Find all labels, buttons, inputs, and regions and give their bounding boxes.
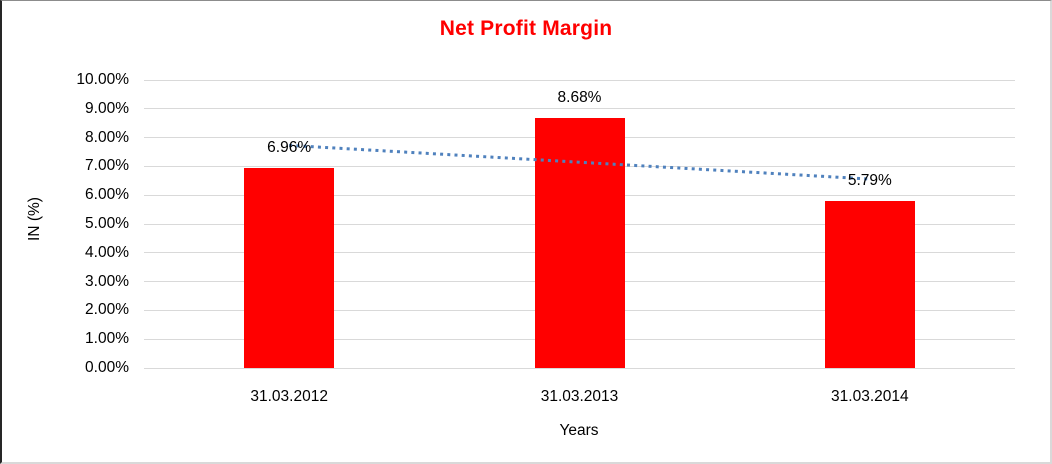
bar xyxy=(824,201,915,368)
x-tick-label: 31.03.2013 xyxy=(540,388,619,405)
y-tick-label: 0.00% xyxy=(85,359,129,376)
y-tick-label: 7.00% xyxy=(85,157,129,175)
gridline xyxy=(144,367,1015,369)
x-tick-label: 31.03.2014 xyxy=(831,388,909,405)
chart-title: Net Profit Margin xyxy=(439,17,613,40)
bar xyxy=(534,118,625,368)
y-tick-label: 1.00% xyxy=(85,330,129,348)
y-tick-label: 6.00% xyxy=(85,186,129,204)
gridline xyxy=(144,108,1015,110)
y-tick-label: 9.00% xyxy=(85,99,129,117)
bar-data-label: 6.96% xyxy=(267,138,312,156)
x-tick-label: 31.03.2012 xyxy=(250,388,328,405)
y-tick-label: 3.00% xyxy=(85,272,129,290)
bar xyxy=(244,167,335,368)
y-tick-label: 5.00% xyxy=(85,215,129,232)
y-tick-label: 4.00% xyxy=(85,243,129,261)
x-axis-title: Years xyxy=(559,422,599,439)
y-tick-label: 2.00% xyxy=(85,301,129,319)
bar-data-label: 8.68% xyxy=(557,89,602,107)
y-tick-label: 8.00% xyxy=(85,128,129,146)
y-tick-label: 10.00% xyxy=(76,71,129,88)
bar-data-label: 5.79% xyxy=(847,172,892,190)
gridline xyxy=(144,79,1015,81)
